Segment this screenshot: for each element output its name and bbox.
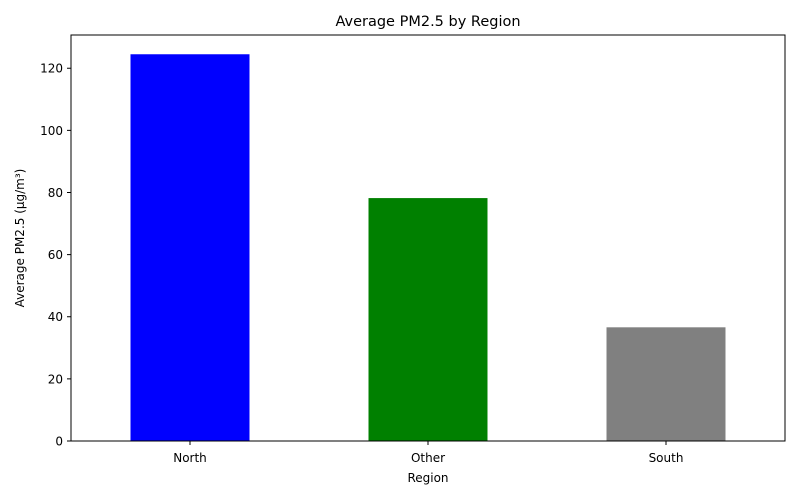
chart-title: Average PM2.5 by Region	[335, 14, 520, 30]
y-tick-label-0: 0	[55, 435, 63, 449]
y-tick-label-20: 20	[48, 372, 63, 386]
plot-frame	[70, 34, 786, 442]
y-tick-label-100: 100	[40, 124, 63, 138]
bars-layer	[130, 54, 726, 442]
y-tick-label-60: 60	[48, 248, 63, 262]
x-axis-title: Region	[407, 471, 448, 485]
x-tick-label-north: North	[173, 451, 207, 465]
x-tick-label-other: Other	[411, 451, 445, 465]
bar-other	[368, 198, 488, 441]
x-axis-ticks: North Other South	[173, 441, 683, 465]
bar-north	[130, 54, 250, 442]
y-axis-title: Average PM2.5 (μg/m³)	[13, 169, 27, 308]
y-tick-label-80: 80	[48, 186, 63, 200]
x-tick-label-south: South	[649, 451, 684, 465]
y-axis-ticks: 0 20 40 60 80 100 120	[40, 62, 71, 449]
y-tick-label-40: 40	[48, 310, 63, 324]
bar-south	[606, 327, 726, 441]
y-tick-label-120: 120	[40, 62, 63, 76]
